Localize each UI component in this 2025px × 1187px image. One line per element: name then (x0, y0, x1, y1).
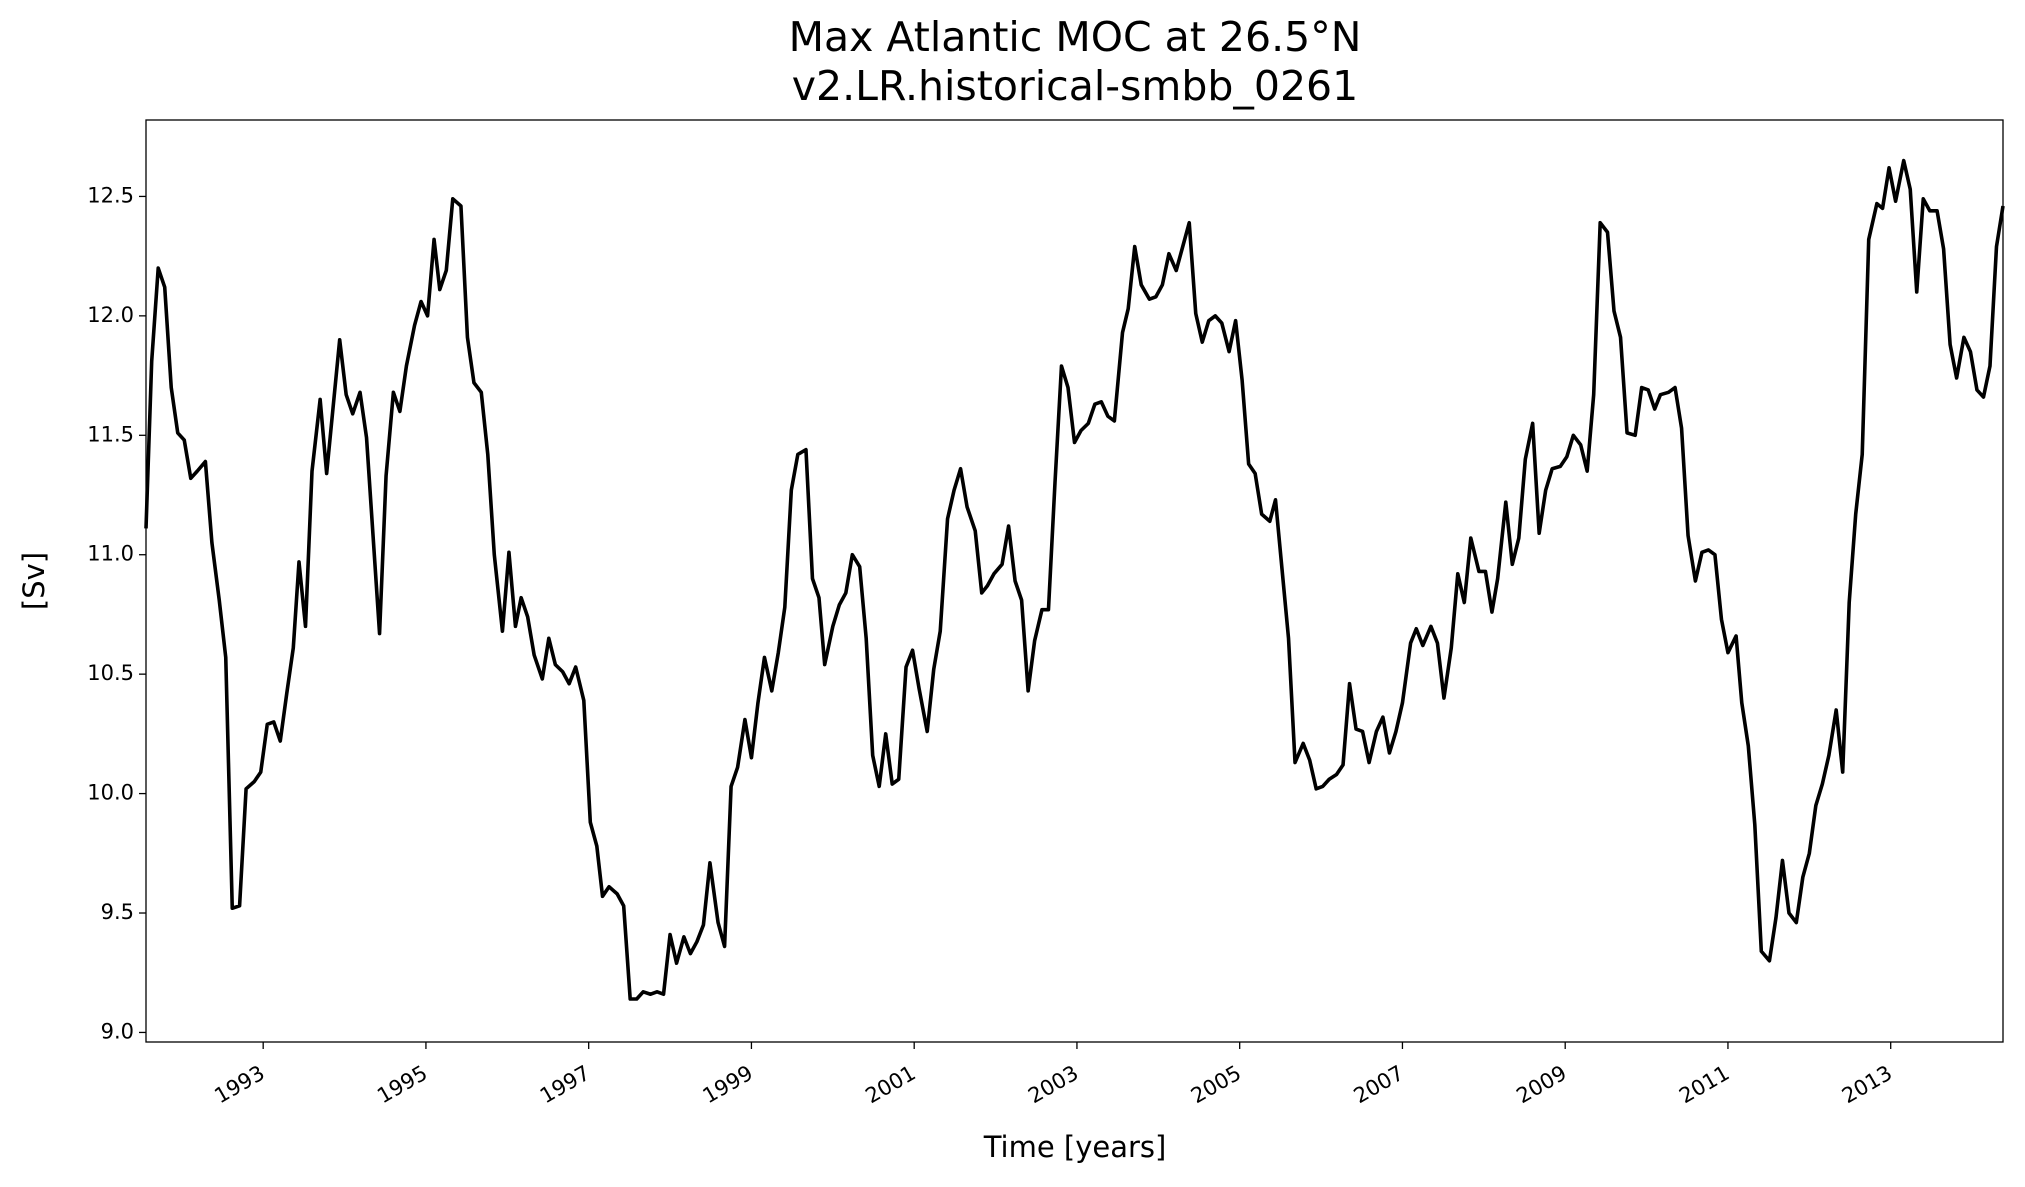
x-tick-label: 1993 (210, 1061, 268, 1109)
x-tick-label: 2011 (1675, 1061, 1733, 1109)
x-tick-label: 2013 (1838, 1061, 1896, 1109)
x-tick-label: 2003 (1024, 1061, 1082, 1109)
x-axis-label: Time [years] (983, 1130, 1167, 1164)
y-tick-label: 12.5 (87, 183, 134, 207)
y-tick-label: 9.0 (101, 1019, 134, 1043)
y-tick-label: 11.5 (87, 422, 134, 446)
y-tick-label: 11.0 (87, 542, 134, 566)
y-tick-label: 10.0 (87, 781, 134, 805)
x-tick-label: 2005 (1187, 1061, 1245, 1109)
chart-title: Max Atlantic MOC at 26.5°N (789, 13, 1362, 61)
y-tick-label: 12.0 (87, 303, 134, 327)
data-line (144, 158, 2005, 1001)
x-tick-label: 1995 (373, 1061, 431, 1109)
x-tick-label: 1999 (699, 1061, 757, 1109)
y-axis-label: [Sv] (17, 552, 51, 610)
x-tick-label: 1997 (536, 1061, 594, 1109)
plot-frame (145, 119, 2004, 1043)
chart-subtitle: v2.LR.historical-smbb_0261 (792, 62, 1358, 110)
x-tick-label: 2009 (1512, 1061, 1570, 1109)
y-tick-label: 9.5 (101, 900, 134, 924)
y-tick-label: 10.5 (87, 661, 134, 685)
x-tick-label: 2007 (1350, 1061, 1408, 1109)
x-tick-label: 2001 (861, 1061, 919, 1109)
